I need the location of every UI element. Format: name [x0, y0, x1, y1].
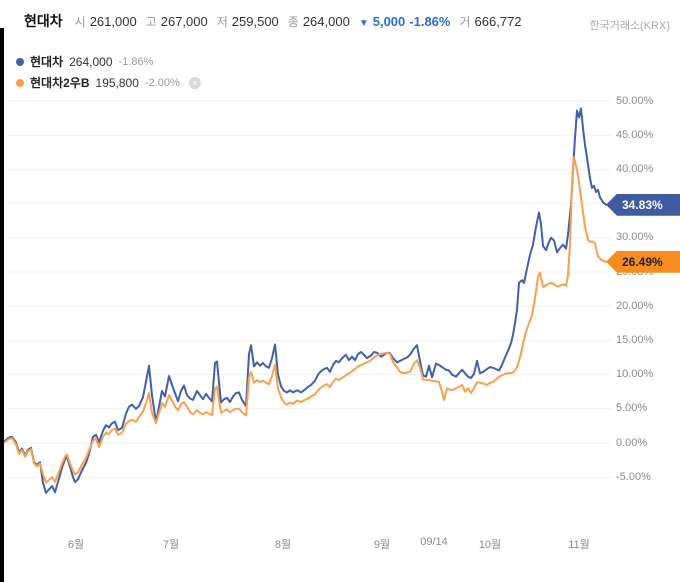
legend-stock-change: -2.00%	[144, 76, 180, 89]
current-value-badge-hyundai-motor: 34.83%	[606, 193, 680, 216]
y-axis-label: 15.00%	[616, 333, 654, 346]
y-axis-label: 0.00%	[616, 436, 648, 449]
stat-open: 시 261,000	[75, 13, 137, 30]
stat-volume-label: 거	[459, 15, 471, 29]
x-axis-label: 8월	[274, 539, 292, 551]
x-axis-label: 7월	[162, 539, 180, 551]
stock-header: 현대차 시 261,000 고 267,000 저 259,500 종 264,…	[24, 11, 522, 31]
stat-high-label: 고	[145, 15, 157, 29]
y-axis-label: 50.00%	[616, 94, 654, 107]
stat-open-value: 261,000	[89, 14, 137, 29]
legend-stock-name: 현대차2우B	[30, 76, 90, 90]
stat-volume-value: 666,772	[474, 14, 522, 29]
stat-close: 종 264,000	[288, 13, 350, 30]
x-axis-label: 9월	[373, 539, 391, 551]
x-axis-label: 10월	[478, 539, 502, 551]
series-line-0	[4, 107, 607, 494]
current-value-badge-hyundai-motor-2pb: 26.49%	[606, 250, 680, 273]
series-line-1	[4, 156, 607, 484]
stat-open-label: 시	[74, 15, 86, 29]
stat-low: 저 259,500	[217, 13, 279, 30]
series-color-dot	[16, 57, 24, 66]
exchange-label: 한국거래소(KRX)	[589, 20, 670, 32]
x-axis-label: 11월	[568, 539, 590, 551]
stat-low-label: 저	[216, 15, 228, 29]
price-change: ▼ 5,000 -1.86%	[359, 14, 451, 29]
chart-legend: 현대차 264,000 -1.86% 현대차2우B 195,800 -2.00%…	[16, 51, 201, 93]
legend-item-hyundai-motor-2pb: 현대차2우B 195,800 -2.00% ×	[16, 72, 201, 93]
y-axis-label: 30.00%	[616, 231, 654, 244]
stock-name: 현대차	[24, 13, 63, 29]
stat-low-value: 259,500	[231, 14, 279, 29]
y-axis-label: 5.00%	[616, 402, 648, 415]
change-percent: -1.86%	[409, 14, 451, 29]
legend-stock-price: 264,000	[69, 54, 113, 69]
legend-item-hyundai-motor: 현대차 264,000 -1.86%	[16, 51, 201, 72]
stat-high: 고 267,000	[146, 13, 208, 30]
y-axis-label: 20.00%	[616, 299, 654, 312]
x-axis-label: 6월	[67, 539, 85, 551]
stat-high-value: 267,000	[160, 14, 208, 29]
stat-close-label: 종	[287, 15, 299, 29]
down-arrow-icon: ▼	[358, 18, 369, 29]
x-axis-label: 09/14	[420, 536, 448, 548]
y-axis-label: 40.00%	[616, 162, 654, 175]
left-edge-strip	[0, 28, 4, 582]
series-color-dot	[16, 78, 24, 87]
y-axis-label: 10.00%	[616, 368, 654, 381]
y-axis-label: -5.00%	[616, 470, 651, 483]
y-axis-label: 45.00%	[616, 128, 654, 141]
remove-series-button[interactable]: ×	[188, 76, 201, 89]
legend-stock-price: 195,800	[95, 75, 139, 90]
legend-stock-change: -1.86%	[118, 55, 154, 68]
stat-close-value: 264,000	[302, 14, 350, 29]
legend-stock-name: 현대차	[30, 55, 64, 69]
change-value: 5,000	[372, 14, 406, 29]
stat-volume: 거 666,772	[459, 13, 521, 30]
